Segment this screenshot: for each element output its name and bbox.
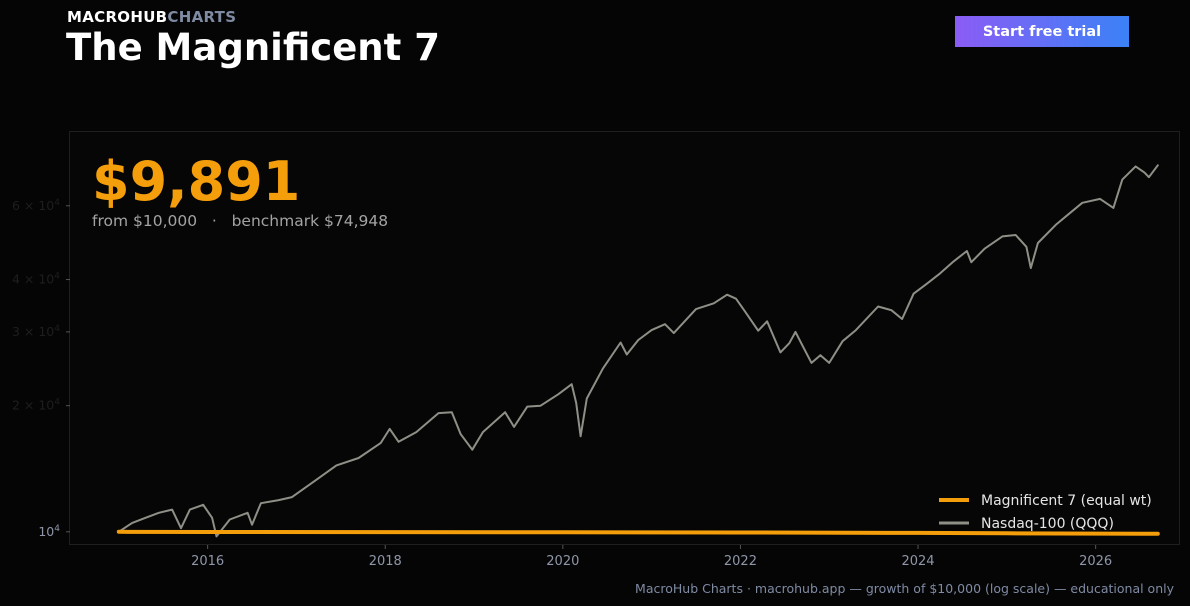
legend-label: Magnificent 7 (equal wt) — [981, 493, 1152, 509]
x-tick-label: 2018 — [369, 554, 402, 569]
series-line-magnificent-7 — [116, 529, 1160, 536]
y-tick-label: 4 × 104 — [12, 272, 60, 287]
brand-secondary: CHARTS — [167, 8, 237, 26]
brand-primary: MACROHUB — [67, 8, 168, 26]
x-tick-label: 2020 — [546, 554, 579, 569]
x-tick-label: 2026 — [1079, 554, 1112, 569]
y-tick-label: 3 × 104 — [12, 324, 60, 339]
series-line-nasdaq-100 — [117, 164, 1159, 538]
chart-panel — [69, 131, 1180, 545]
final-value: $9,891 — [92, 150, 301, 213]
x-tick-label: 2022 — [724, 554, 757, 569]
footer-note: MacroHub Charts · macrohub.app — growth … — [635, 581, 1174, 596]
y-tick-label: 6 × 104 — [12, 198, 60, 213]
brand-logo: MACROHUBCHARTS — [67, 8, 236, 26]
x-tick-label: 2024 — [901, 554, 934, 569]
start-free-trial-button[interactable]: Start free trial — [955, 16, 1129, 47]
value-subtitle: from $10,000 · benchmark $74,948 — [92, 212, 389, 230]
y-tick-label: 104 — [38, 524, 60, 539]
legend-label: Nasdaq-100 (QQQ) — [981, 516, 1114, 532]
x-tick-label: 2016 — [191, 554, 224, 569]
y-tick-label: 2 × 104 — [12, 398, 60, 413]
page-title: The Magnificent 7 — [66, 26, 440, 69]
